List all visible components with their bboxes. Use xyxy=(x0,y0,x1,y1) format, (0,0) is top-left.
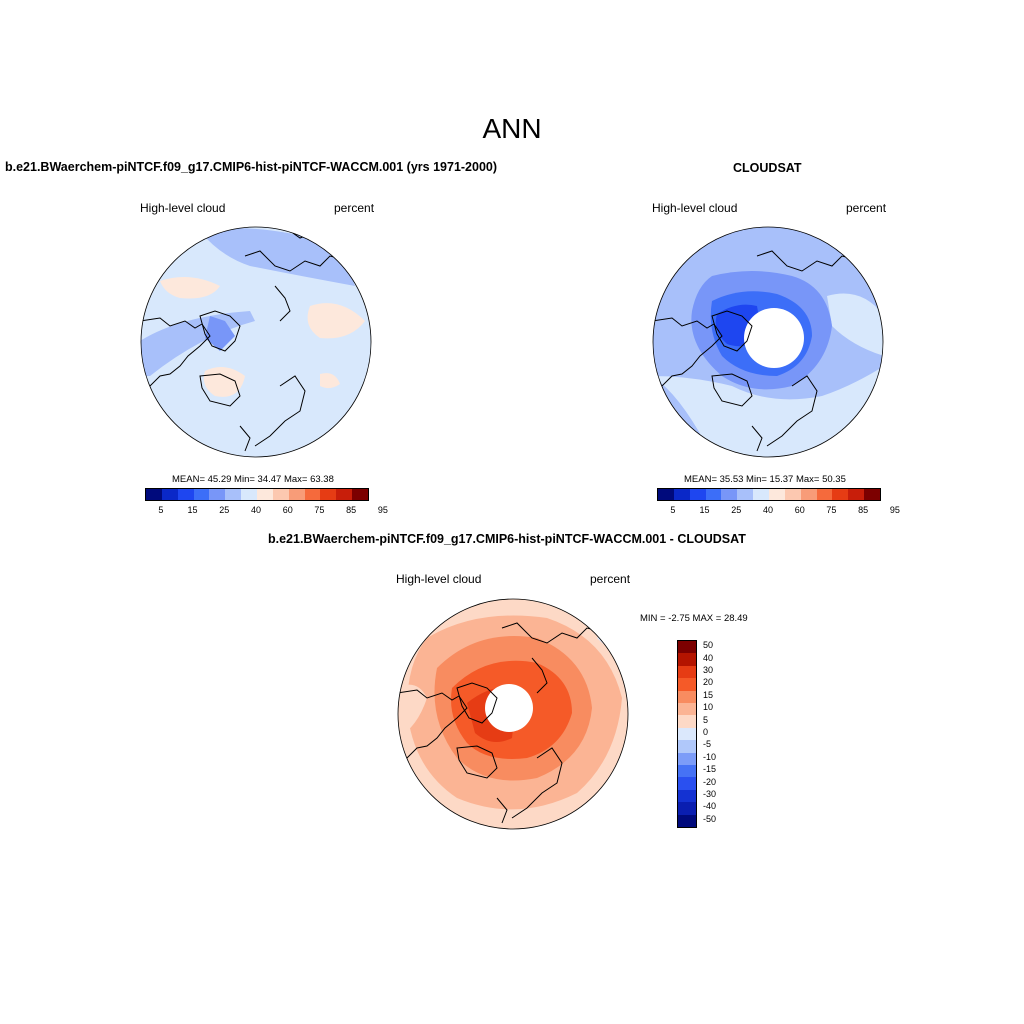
colorbar-swatch xyxy=(705,489,722,500)
colorbar-tick-label: -10 xyxy=(703,751,717,762)
model-colorbar-ticks: 5 15 25 40 60 75 85 95 xyxy=(145,505,388,517)
colorbar-tick-label: 25 xyxy=(731,505,742,515)
obs-stats: MEAN= 35.53 Min= 15.37 Max= 50.35 xyxy=(684,474,846,485)
colorbar-swatch xyxy=(288,489,305,500)
diff-colorbar xyxy=(677,640,697,828)
colorbar-swatch xyxy=(678,665,696,679)
colorbar-tick-label: 25 xyxy=(219,505,230,515)
obs-units-label: percent xyxy=(846,201,887,215)
colorbar-tick-label: 95 xyxy=(889,505,900,515)
colorbar-tick-label: 40 xyxy=(250,505,261,515)
colorbar-tick-label: 15 xyxy=(187,505,198,515)
colorbar-swatch xyxy=(320,489,337,500)
colorbar-tick-label: 75 xyxy=(314,505,325,515)
colorbar-tick-label: 85 xyxy=(858,505,869,515)
model-polar-map xyxy=(140,226,372,458)
obs-variable-label: High-level cloud xyxy=(652,201,738,215)
colorbar-swatch xyxy=(800,489,817,500)
colorbar-tick-label: 15 xyxy=(703,689,714,700)
diff-units-label: percent xyxy=(590,572,631,586)
figure-title: ANN xyxy=(482,113,542,144)
colorbar-swatch xyxy=(678,740,696,753)
colorbar-tick-label: 30 xyxy=(703,665,714,675)
colorbar-swatch xyxy=(678,777,696,790)
colorbar-swatch xyxy=(678,802,696,815)
obs-polar-map xyxy=(652,226,884,458)
diff-colorbar-ticks: 50 40 30 20 15 10 5 0 -5 -10 -15 -20 -30 -40 -50 xyxy=(703,640,733,826)
colorbar-swatch xyxy=(209,489,226,500)
colorbar-tick-label: -15 xyxy=(703,764,717,775)
model-variable-label: High-level cloud xyxy=(140,201,226,215)
model-colorbar xyxy=(145,488,369,501)
colorbar-tick-label: 40 xyxy=(703,652,714,663)
colorbar-tick-label: 85 xyxy=(346,505,357,515)
colorbar-swatch xyxy=(678,703,696,716)
colorbar-swatch xyxy=(678,789,696,803)
colorbar-tick-label: 95 xyxy=(377,505,388,515)
colorbar-swatch xyxy=(864,489,881,500)
colorbar-swatch xyxy=(784,489,801,500)
colorbar-tick-label: 40 xyxy=(762,505,773,515)
diff-polar-map xyxy=(397,598,629,830)
model-stats: MEAN= 45.29 Min= 34.47 Max= 63.38 xyxy=(172,474,334,485)
colorbar-swatch xyxy=(678,641,696,654)
colorbar-swatch xyxy=(257,489,273,500)
diff-minmax: MIN = -2.75 MAX = 28.49 xyxy=(640,613,748,624)
colorbar-swatch xyxy=(336,489,353,500)
model-panel-title: b.e21.BWaerchem-piNTCF.f09_g17.CMIP6-his… xyxy=(5,160,498,174)
colorbar-swatch xyxy=(241,489,258,500)
obs-panel-title: CLOUDSAT xyxy=(733,161,802,175)
colorbar-swatch xyxy=(753,489,770,500)
colorbar-swatch xyxy=(673,489,690,500)
colorbar-swatch xyxy=(678,678,696,691)
colorbar-swatch xyxy=(816,489,833,500)
colorbar-tick-label: 0 xyxy=(703,727,709,737)
model-units-label: percent xyxy=(334,201,375,215)
obs-colorbar xyxy=(657,488,881,501)
colorbar-swatch xyxy=(177,489,194,500)
colorbar-swatch xyxy=(848,489,865,500)
colorbar-tick-label: 5 xyxy=(703,714,709,725)
diff-panel-title: b.e21.BWaerchem-piNTCF.f09_g17.CMIP6-his… xyxy=(268,532,746,546)
colorbar-swatch xyxy=(721,489,738,500)
colorbar-swatch xyxy=(737,489,754,500)
colorbar-tick-label: -5 xyxy=(703,739,712,750)
colorbar-swatch xyxy=(678,690,696,704)
colorbar-swatch xyxy=(193,489,210,500)
colorbar-swatch xyxy=(689,489,706,500)
colorbar-swatch xyxy=(658,489,674,500)
colorbar-swatch xyxy=(678,653,696,666)
colorbar-tick-label: 60 xyxy=(282,505,293,515)
colorbar-swatch xyxy=(304,489,321,500)
colorbar-tick-label: 20 xyxy=(703,677,714,688)
colorbar-swatch xyxy=(678,765,696,778)
colorbar-tick-label: 50 xyxy=(703,640,714,651)
colorbar-swatch xyxy=(678,727,696,741)
colorbar-swatch xyxy=(678,752,696,766)
obs-colorbar-ticks: 5 15 25 40 60 75 85 95 xyxy=(657,505,900,517)
colorbar-tick-label: 5 xyxy=(670,505,676,515)
colorbar-tick-label: -40 xyxy=(703,801,717,812)
colorbar-tick-label: -50 xyxy=(703,813,717,824)
colorbar-tick-label: -20 xyxy=(703,776,717,787)
colorbar-tick-label: 15 xyxy=(699,505,710,515)
diff-variable-label: High-level cloud xyxy=(396,572,482,586)
colorbar-tick-label: -30 xyxy=(703,789,717,799)
colorbar-tick-label: 10 xyxy=(703,702,714,713)
colorbar-swatch xyxy=(678,814,696,828)
colorbar-swatch xyxy=(225,489,242,500)
colorbar-tick-label: 60 xyxy=(794,505,805,515)
colorbar-tick-label: 75 xyxy=(826,505,837,515)
colorbar-tick-label: 5 xyxy=(158,505,164,515)
colorbar-swatch xyxy=(352,489,369,500)
colorbar-swatch xyxy=(161,489,178,500)
colorbar-swatch xyxy=(146,489,162,500)
colorbar-swatch xyxy=(832,489,849,500)
colorbar-swatch xyxy=(678,715,696,728)
colorbar-swatch xyxy=(272,489,289,500)
colorbar-swatch xyxy=(769,489,785,500)
